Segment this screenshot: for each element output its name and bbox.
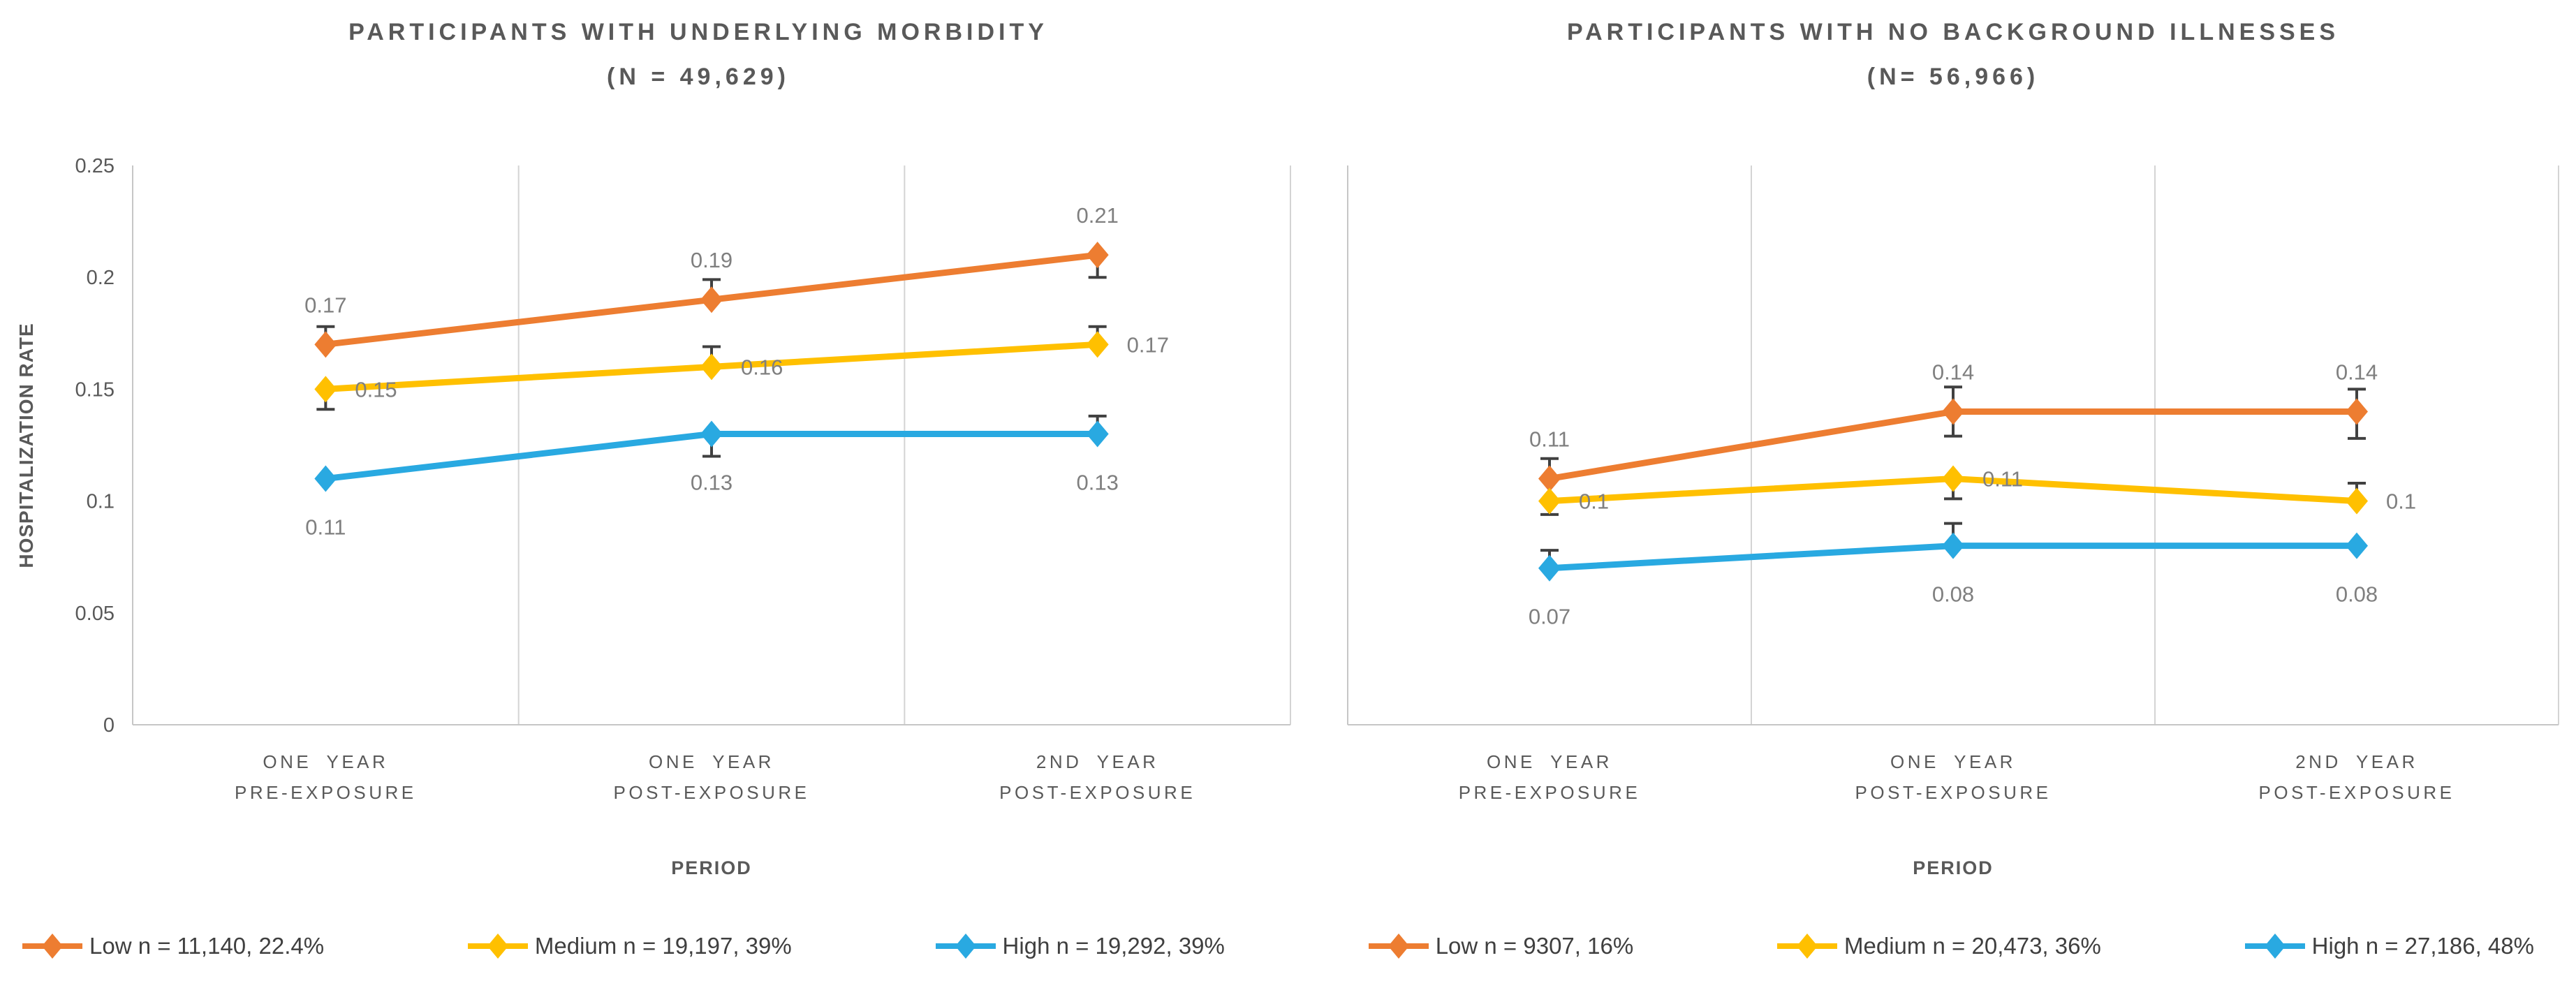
- x-axis-title-left: PERIOD: [671, 857, 752, 878]
- data-point-marker: [1538, 465, 1561, 492]
- y-tick-label: 0.15: [75, 378, 115, 401]
- x-axis-title-right: PERIOD: [1913, 857, 1994, 878]
- line-diamond-marker-icon: [2244, 934, 2305, 959]
- data-label: 0.11: [1982, 467, 2023, 492]
- x-category-label: PRE-EXPOSURE: [1459, 782, 1641, 803]
- legend-item-left-medium: Medium n = 19,197, 39%: [466, 931, 792, 961]
- legend-label: Low n = 9307, 16%: [1435, 933, 1634, 959]
- legend-label: High n = 27,186, 48%: [2311, 933, 2534, 959]
- x-category-label: ONE YEAR: [649, 751, 774, 772]
- x-category-label: POST-EXPOSURE: [1855, 782, 2052, 803]
- y-tick-label: 0.2: [87, 267, 115, 289]
- x-category-label: POST-EXPOSURE: [2259, 782, 2455, 803]
- legend-item-right-low: Low n = 9307, 16%: [1367, 931, 1633, 961]
- line-diamond-marker-icon: [935, 934, 996, 959]
- data-label: 0.08: [2336, 582, 2378, 607]
- data-point-marker: [1086, 420, 1109, 448]
- legend-label: Medium n = 19,197, 39%: [534, 933, 792, 959]
- legend-item-right-high: High n = 27,186, 48%: [2244, 931, 2534, 961]
- data-point-marker: [2346, 487, 2368, 515]
- data-label: 0.17: [304, 293, 346, 317]
- data-point-marker: [1086, 242, 1109, 269]
- legend-label: Low n = 11,140, 22.4%: [89, 933, 325, 959]
- line-diamond-marker-icon: [1777, 934, 1837, 959]
- legend-item-left-low: Low n = 11,140, 22.4%: [21, 931, 324, 961]
- chart-title-right-line2: (N= 56,966): [1867, 64, 2040, 90]
- data-point-marker: [314, 331, 337, 358]
- chart-plot-right: ONE YEAR PRE-EXPOSURE ONE YEAR POST-EXPOSUR…: [1347, 165, 2559, 803]
- data-point-marker: [700, 420, 723, 448]
- data-label: 0.11: [305, 515, 346, 540]
- line-diamond-marker-icon: [22, 934, 82, 959]
- y-tick-label: 0.25: [75, 155, 115, 177]
- data-label: 0.15: [355, 377, 397, 401]
- legend-item-left-high: High n = 19,292, 39%: [934, 931, 1225, 961]
- y-tick-label: 0: [103, 714, 115, 737]
- data-point-marker: [314, 376, 337, 403]
- data-point-marker: [1942, 532, 1964, 559]
- y-tick-label: 0.05: [75, 603, 115, 625]
- data-point-marker: [700, 286, 723, 314]
- data-label: 0.16: [741, 355, 783, 379]
- legend-label: Medium n = 20,473, 36%: [1844, 933, 2101, 959]
- data-point-marker: [1538, 487, 1561, 515]
- chart-legend: Low n = 11,140, 22.4% Medium n = 19,197,…: [0, 920, 2576, 972]
- line-diamond-marker-icon: [1368, 934, 1429, 959]
- legend-label: High n = 19,292, 39%: [1002, 933, 1225, 959]
- data-point-marker: [314, 465, 337, 492]
- x-category-label: PRE-EXPOSURE: [235, 782, 417, 803]
- data-point-marker: [2346, 398, 2368, 425]
- data-point-marker: [1086, 331, 1109, 358]
- x-category-label: ONE YEAR: [1890, 751, 2016, 772]
- chart-title-left-line1: PARTICIPANTS WITH UNDERLYING MORBIDITY: [348, 19, 1048, 45]
- data-label: 0.19: [691, 248, 733, 272]
- data-label: 0.1: [2386, 489, 2416, 514]
- data-point-marker: [1942, 398, 1964, 425]
- data-point-marker: [1538, 554, 1561, 582]
- chart-title-right: PARTICIPANTS WITH NO BACKGROUND ILLNESSE…: [1348, 10, 2559, 99]
- data-label: 0.13: [691, 470, 733, 494]
- chart-title-left-line2: (N = 49,629): [607, 64, 790, 90]
- data-label: 0.13: [1076, 470, 1118, 494]
- data-label: 0.14: [1932, 360, 1974, 384]
- y-tick-label: 0.1: [87, 491, 115, 513]
- legend-item-right-medium: Medium n = 20,473, 36%: [1776, 931, 2101, 961]
- data-point-marker: [700, 353, 723, 381]
- data-label: 0.11: [1529, 427, 1570, 452]
- x-category-label: ONE YEAR: [1487, 751, 1612, 772]
- data-point-marker: [2346, 532, 2368, 559]
- chart-title-right-line1: PARTICIPANTS WITH NO BACKGROUND ILLNESSE…: [1566, 19, 2340, 45]
- data-label: 0.21: [1076, 203, 1118, 228]
- chart-title-left: PARTICIPANTS WITH UNDERLYING MORBIDITY (…: [105, 10, 1292, 99]
- x-category-label: POST-EXPOSURE: [614, 782, 810, 803]
- x-category-label: 2ND YEAR: [1036, 751, 1159, 772]
- data-label: 0.17: [1127, 332, 1169, 357]
- data-label: 0.14: [2336, 360, 2378, 384]
- data-point-marker: [1942, 465, 1964, 492]
- data-label: 0.07: [1529, 605, 1570, 629]
- x-category-label: 2ND YEAR: [2295, 751, 2418, 772]
- x-category-label: ONE YEAR: [263, 751, 388, 772]
- data-label: 0.08: [1932, 582, 1974, 607]
- x-category-label: POST-EXPOSURE: [999, 782, 1195, 803]
- chart-plot-left: 0 0.05 0.1 0.15 0.2 0.25 ONE YEAR PRE-EXPOSURE O…: [75, 155, 1291, 803]
- line-diamond-marker-icon: [467, 934, 528, 959]
- data-label: 0.1: [1579, 489, 1609, 514]
